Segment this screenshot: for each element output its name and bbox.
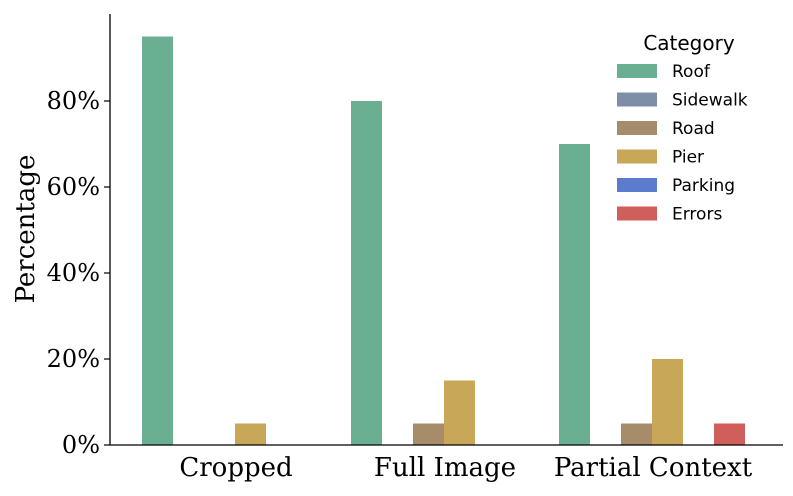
- legend-swatch-sidewalk: [617, 92, 657, 107]
- y-axis-title: Percentage: [11, 155, 41, 304]
- y-ticks: 0% 20% 40% 60% 80%: [47, 87, 110, 459]
- y-tick-label: 60%: [47, 173, 100, 201]
- legend-swatch-road: [617, 121, 657, 135]
- legend-label-road: Road: [672, 119, 715, 139]
- legend-label-pier: Pier: [672, 148, 704, 168]
- legend-items: Roof Sidewalk Road Pier Parking Errors: [617, 62, 748, 225]
- legend-label-sidewalk: Sidewalk: [672, 91, 748, 111]
- y-tick-label: 80%: [47, 87, 100, 115]
- legend-swatch-errors: [617, 206, 657, 221]
- x-category-label: Full Image: [374, 453, 516, 483]
- legend-swatch-pier: [617, 149, 657, 164]
- bar-roof-partial-context: [559, 144, 590, 445]
- legend-swatch-roof: [617, 64, 657, 78]
- y-tick-label: 20%: [47, 345, 100, 373]
- bar-roof-full-image: [351, 101, 382, 445]
- legend: Category Roof Sidewalk Road Pier Parking Erro…: [617, 31, 748, 225]
- bars: [142, 36, 745, 445]
- legend-label-errors: Errors: [672, 205, 722, 225]
- x-category-label: Partial Context: [554, 453, 753, 483]
- legend-swatch-parking: [617, 178, 657, 192]
- bar-road-partial-context: [621, 423, 652, 445]
- bar-pier-full-image: [444, 380, 475, 445]
- x-category-label: Cropped: [179, 453, 292, 483]
- bar-pier-partial-context: [652, 359, 683, 445]
- y-tick-label: 40%: [47, 259, 100, 287]
- bar-pier-cropped: [235, 423, 266, 445]
- bar-road-full-image: [413, 423, 444, 445]
- x-categories: Cropped Full Image Partial Context: [179, 453, 752, 483]
- bar-errors-partial-context: [714, 423, 745, 445]
- legend-title: Category: [643, 31, 735, 55]
- y-tick-label: 0%: [62, 431, 100, 459]
- bar-roof-cropped: [142, 36, 173, 445]
- legend-label-parking: Parking: [672, 176, 735, 196]
- axes: [109, 14, 783, 446]
- legend-label-roof: Roof: [672, 62, 711, 82]
